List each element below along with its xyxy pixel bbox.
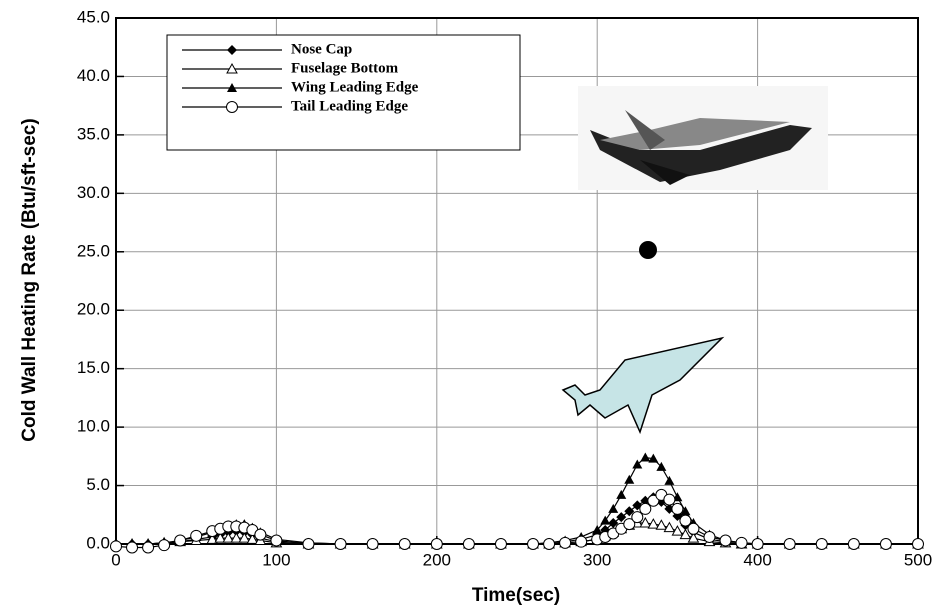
- marker: [576, 536, 587, 547]
- marker: [191, 530, 202, 541]
- marker: [175, 535, 186, 546]
- x-tick-label: 400: [743, 550, 771, 569]
- marker: [159, 540, 170, 551]
- marker: [704, 531, 715, 542]
- marker: [600, 516, 610, 525]
- marker: [560, 537, 571, 548]
- y-tick-label: 10.0: [77, 417, 110, 436]
- marker: [736, 537, 747, 548]
- marker: [143, 542, 154, 553]
- marker: [624, 475, 634, 484]
- marker: [271, 535, 282, 546]
- plot-area: [111, 453, 924, 554]
- x-tick-label: 100: [262, 550, 290, 569]
- dot-marker: [639, 241, 657, 259]
- marker: [880, 539, 891, 550]
- shuttle-picture: [578, 86, 828, 190]
- y-tick-label: 45.0: [77, 7, 110, 26]
- y-tick-label: 25.0: [77, 241, 110, 260]
- y-axis-label: Cold Wall Heating Rate (Btu/sft-sec): [19, 118, 40, 441]
- x-tick-label: 0: [111, 550, 120, 569]
- marker: [680, 515, 691, 526]
- chart: Time(sec) Cold Wall Heating Rate (Btu/sf…: [0, 0, 944, 609]
- legend-label: Tail Leading Edge: [291, 98, 408, 114]
- marker: [303, 539, 314, 550]
- marker: [608, 504, 618, 513]
- marker: [664, 494, 675, 505]
- marker: [816, 539, 827, 550]
- marker: [335, 539, 346, 550]
- x-tick-label: 300: [583, 550, 611, 569]
- y-tick-label: 30.0: [77, 183, 110, 202]
- marker: [640, 453, 650, 462]
- marker: [544, 539, 555, 550]
- y-tick-label: 5.0: [86, 475, 110, 494]
- marker: [367, 539, 378, 550]
- y-tick-label: 40.0: [77, 66, 110, 85]
- plane-shape: [563, 338, 722, 432]
- marker: [255, 529, 266, 540]
- marker: [495, 539, 506, 550]
- marker: [632, 512, 643, 523]
- marker: [399, 539, 410, 550]
- y-tick-label: 20.0: [77, 300, 110, 319]
- legend-label: Wing Leading Edge: [291, 79, 419, 95]
- legend-label: Fuselage Bottom: [291, 60, 399, 76]
- marker: [227, 102, 238, 113]
- x-tick-label: 500: [904, 550, 932, 569]
- marker: [664, 476, 674, 485]
- y-tick-label: 35.0: [77, 124, 110, 143]
- marker: [616, 490, 626, 499]
- y-tick-label: 15.0: [77, 358, 110, 377]
- marker: [127, 542, 138, 553]
- marker: [528, 539, 539, 550]
- marker: [913, 539, 924, 550]
- marker: [688, 523, 699, 534]
- y-tick-label: 0.0: [86, 533, 110, 552]
- marker: [848, 539, 859, 550]
- marker: [752, 539, 763, 550]
- marker: [431, 539, 442, 550]
- x-tick-label: 200: [423, 550, 451, 569]
- x-axis-label: Time(sec): [472, 585, 560, 606]
- marker: [640, 503, 651, 514]
- legend-label: Nose Cap: [291, 41, 352, 57]
- marker: [463, 539, 474, 550]
- marker: [720, 535, 731, 546]
- marker: [672, 503, 683, 514]
- marker: [784, 539, 795, 550]
